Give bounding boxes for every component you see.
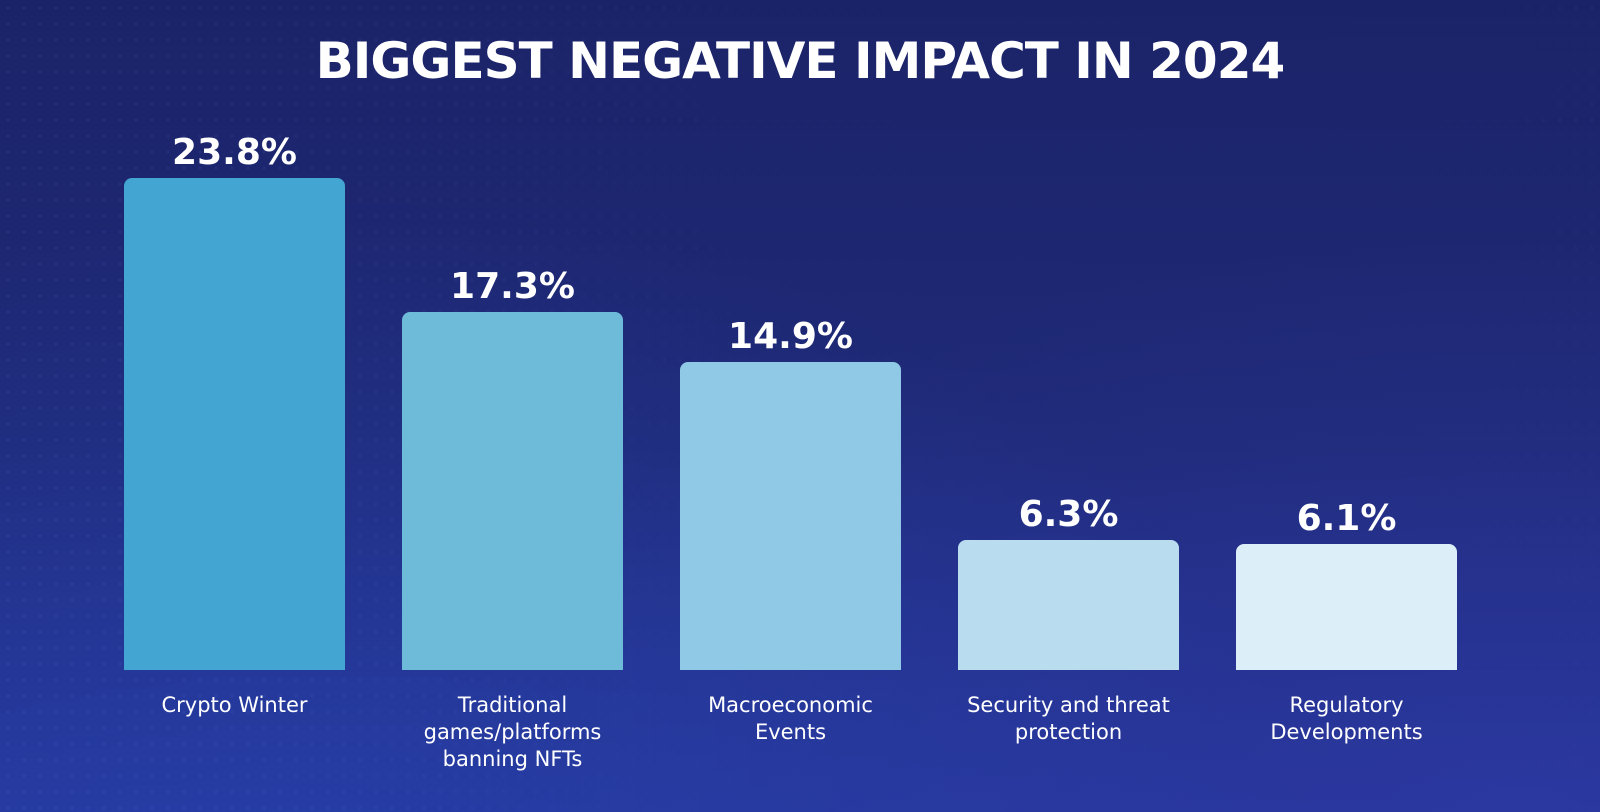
value-label-5: 6.1% — [1296, 497, 1397, 539]
bar-4 — [958, 539, 1179, 670]
category-label-1: Crypto Winter — [161, 693, 308, 717]
bar-5 — [1236, 543, 1457, 670]
value-label-1: 23.8% — [172, 132, 297, 173]
bar-1 — [124, 178, 345, 670]
category-label-5: Regulatory Developments — [1270, 693, 1423, 744]
value-label-3: 14.9% — [728, 315, 853, 357]
category-label-2: Traditional games/platforms banning NFTs — [423, 693, 602, 771]
chart-title: BIGGEST NEGATIVE IMPACT IN 2024 — [315, 32, 1286, 90]
bar-3 — [680, 361, 901, 670]
value-label-2: 17.3% — [450, 266, 575, 308]
category-label-4: Security and threat protection — [967, 693, 1170, 744]
bar-2 — [402, 312, 623, 670]
category-label-3: Macroeconomic Events — [708, 693, 873, 744]
value-label-4: 6.3% — [1018, 493, 1119, 535]
